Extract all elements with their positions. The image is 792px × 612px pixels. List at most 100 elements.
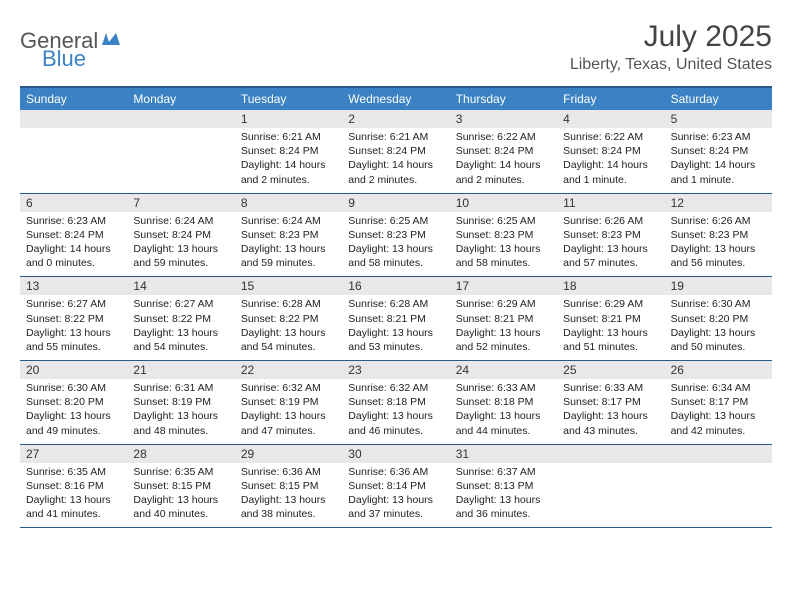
empty-day-number [665,445,772,463]
sunrise-line: Sunrise: 6:37 AM [456,465,551,479]
daylight-line: Daylight: 13 hours and 54 minutes. [133,326,228,354]
sunrise-line: Sunrise: 6:31 AM [133,381,228,395]
day-body: Sunrise: 6:24 AMSunset: 8:23 PMDaylight:… [235,212,342,277]
sunrise-line: Sunrise: 6:35 AM [26,465,121,479]
week-row: 20Sunrise: 6:30 AMSunset: 8:20 PMDayligh… [20,361,772,445]
day-cell: 15Sunrise: 6:28 AMSunset: 8:22 PMDayligh… [235,277,342,360]
daylight-line: Daylight: 13 hours and 46 minutes. [348,409,443,437]
day-cell: 26Sunrise: 6:34 AMSunset: 8:17 PMDayligh… [665,361,772,444]
sunrise-line: Sunrise: 6:30 AM [671,297,766,311]
day-cell: 2Sunrise: 6:21 AMSunset: 8:24 PMDaylight… [342,110,449,193]
sunset-line: Sunset: 8:24 PM [348,144,443,158]
day-cell: 7Sunrise: 6:24 AMSunset: 8:24 PMDaylight… [127,194,234,277]
sunset-line: Sunset: 8:22 PM [133,312,228,326]
sunset-line: Sunset: 8:13 PM [456,479,551,493]
sunrise-line: Sunrise: 6:32 AM [241,381,336,395]
daylight-line: Daylight: 13 hours and 52 minutes. [456,326,551,354]
daylight-line: Daylight: 13 hours and 54 minutes. [241,326,336,354]
sunrise-line: Sunrise: 6:25 AM [456,214,551,228]
week-row: 6Sunrise: 6:23 AMSunset: 8:24 PMDaylight… [20,194,772,278]
day-body: Sunrise: 6:22 AMSunset: 8:24 PMDaylight:… [557,128,664,193]
sunrise-line: Sunrise: 6:26 AM [671,214,766,228]
day-number: 22 [235,361,342,379]
daylight-line: Daylight: 14 hours and 2 minutes. [241,158,336,186]
empty-day-number [557,445,664,463]
sunset-line: Sunset: 8:21 PM [563,312,658,326]
daylight-line: Daylight: 13 hours and 58 minutes. [348,242,443,270]
daylight-line: Daylight: 13 hours and 36 minutes. [456,493,551,521]
day-body: Sunrise: 6:23 AMSunset: 8:24 PMDaylight:… [20,212,127,277]
day-number: 31 [450,445,557,463]
dow-monday: Monday [127,88,234,110]
day-body: Sunrise: 6:33 AMSunset: 8:18 PMDaylight:… [450,379,557,444]
day-number: 8 [235,194,342,212]
sunset-line: Sunset: 8:18 PM [456,395,551,409]
day-body: Sunrise: 6:21 AMSunset: 8:24 PMDaylight:… [235,128,342,193]
dow-friday: Friday [557,88,664,110]
day-cell: 24Sunrise: 6:33 AMSunset: 8:18 PMDayligh… [450,361,557,444]
empty-day-body [557,463,664,521]
daylight-line: Daylight: 13 hours and 51 minutes. [563,326,658,354]
sunset-line: Sunset: 8:22 PM [26,312,121,326]
dow-wednesday: Wednesday [342,88,449,110]
day-cell [665,445,772,528]
day-number: 26 [665,361,772,379]
day-number: 18 [557,277,664,295]
day-body: Sunrise: 6:35 AMSunset: 8:16 PMDaylight:… [20,463,127,528]
day-number: 4 [557,110,664,128]
sunset-line: Sunset: 8:20 PM [671,312,766,326]
sunset-line: Sunset: 8:22 PM [241,312,336,326]
week-row: 1Sunrise: 6:21 AMSunset: 8:24 PMDaylight… [20,110,772,194]
empty-day-body [127,128,234,186]
sunrise-line: Sunrise: 6:29 AM [456,297,551,311]
day-number: 29 [235,445,342,463]
day-cell: 18Sunrise: 6:29 AMSunset: 8:21 PMDayligh… [557,277,664,360]
day-cell: 5Sunrise: 6:23 AMSunset: 8:24 PMDaylight… [665,110,772,193]
sunset-line: Sunset: 8:17 PM [671,395,766,409]
month-title: July 2025 [570,20,772,54]
day-body: Sunrise: 6:32 AMSunset: 8:19 PMDaylight:… [235,379,342,444]
sunrise-line: Sunrise: 6:35 AM [133,465,228,479]
day-body: Sunrise: 6:35 AMSunset: 8:15 PMDaylight:… [127,463,234,528]
day-number: 2 [342,110,449,128]
week-row: 13Sunrise: 6:27 AMSunset: 8:22 PMDayligh… [20,277,772,361]
day-number: 16 [342,277,449,295]
day-body: Sunrise: 6:32 AMSunset: 8:18 PMDaylight:… [342,379,449,444]
day-cell: 19Sunrise: 6:30 AMSunset: 8:20 PMDayligh… [665,277,772,360]
day-number: 1 [235,110,342,128]
day-cell: 10Sunrise: 6:25 AMSunset: 8:23 PMDayligh… [450,194,557,277]
daylight-line: Daylight: 13 hours and 49 minutes. [26,409,121,437]
sunrise-line: Sunrise: 6:28 AM [348,297,443,311]
day-body: Sunrise: 6:29 AMSunset: 8:21 PMDaylight:… [557,295,664,360]
sunset-line: Sunset: 8:24 PM [133,228,228,242]
day-number: 30 [342,445,449,463]
sunrise-line: Sunrise: 6:24 AM [241,214,336,228]
day-number: 28 [127,445,234,463]
sunset-line: Sunset: 8:23 PM [241,228,336,242]
dow-saturday: Saturday [665,88,772,110]
day-number: 25 [557,361,664,379]
empty-day-number [20,110,127,128]
day-number: 17 [450,277,557,295]
day-number: 7 [127,194,234,212]
day-number: 11 [557,194,664,212]
day-cell: 8Sunrise: 6:24 AMSunset: 8:23 PMDaylight… [235,194,342,277]
day-body: Sunrise: 6:25 AMSunset: 8:23 PMDaylight:… [450,212,557,277]
daylight-line: Daylight: 13 hours and 56 minutes. [671,242,766,270]
day-cell: 12Sunrise: 6:26 AMSunset: 8:23 PMDayligh… [665,194,772,277]
day-number: 19 [665,277,772,295]
dow-tuesday: Tuesday [235,88,342,110]
day-cell: 13Sunrise: 6:27 AMSunset: 8:22 PMDayligh… [20,277,127,360]
day-number: 12 [665,194,772,212]
sunrise-line: Sunrise: 6:27 AM [26,297,121,311]
sunset-line: Sunset: 8:19 PM [133,395,228,409]
logo-word2: Blue [42,46,86,71]
day-body: Sunrise: 6:30 AMSunset: 8:20 PMDaylight:… [665,295,772,360]
day-number: 6 [20,194,127,212]
daylight-line: Daylight: 13 hours and 55 minutes. [26,326,121,354]
day-cell: 27Sunrise: 6:35 AMSunset: 8:16 PMDayligh… [20,445,127,528]
day-cell: 30Sunrise: 6:36 AMSunset: 8:14 PMDayligh… [342,445,449,528]
sunset-line: Sunset: 8:24 PM [456,144,551,158]
daylight-line: Daylight: 14 hours and 2 minutes. [348,158,443,186]
sunset-line: Sunset: 8:15 PM [133,479,228,493]
